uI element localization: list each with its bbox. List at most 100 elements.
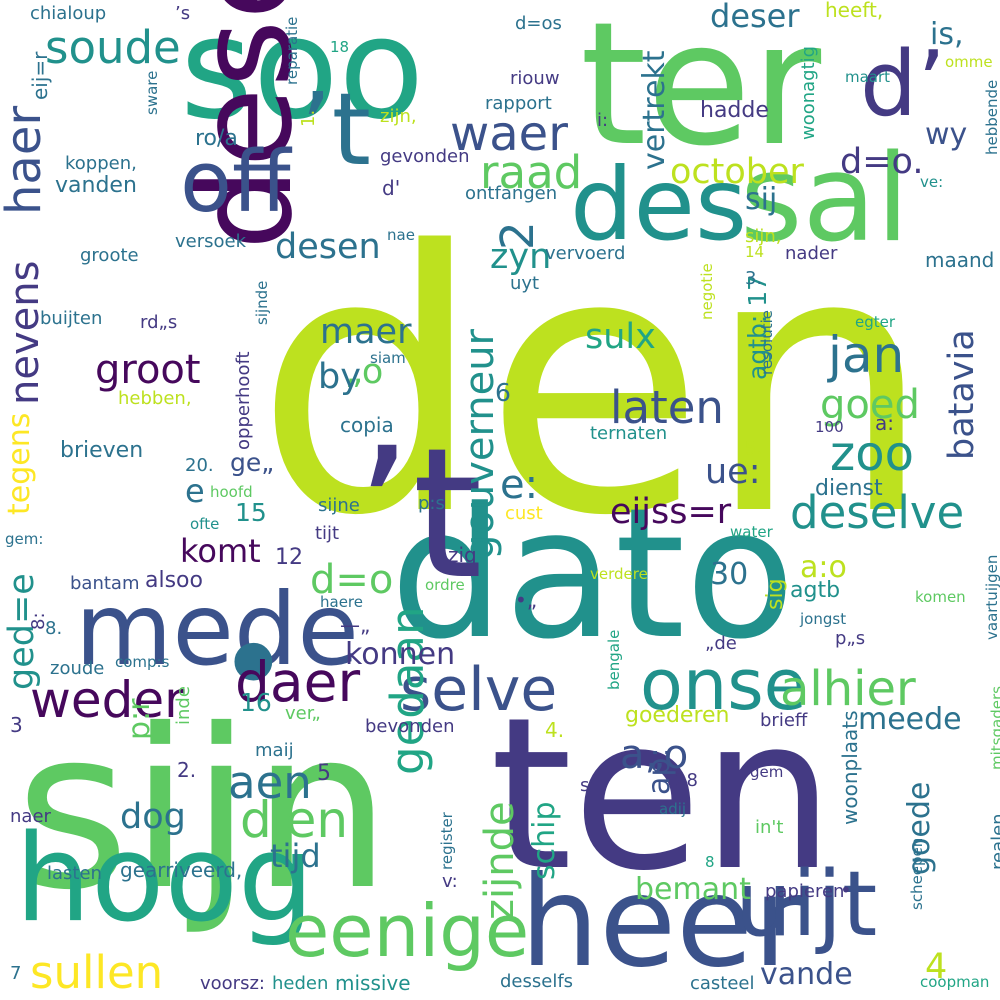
cloud-word: 100 [815,418,844,436]
cloud-word: hebben, [118,388,192,409]
cloud-word: buijten [40,308,103,329]
cloud-word: batavia [942,329,982,460]
cloud-word: groote [80,245,139,266]
cloud-word: alsoo [145,568,203,593]
cloud-word: verdere [590,565,648,583]
cloud-word: ofte [190,515,220,533]
cloud-word: d=os [515,13,562,34]
cloud-word: hadde [700,98,769,123]
cloud-word: maart [845,68,891,86]
cloud-word: zijn, [380,106,417,127]
cloud-word: ’t [300,71,371,188]
cloud-word: papieren [765,881,845,902]
cloud-word: aen [228,756,312,809]
cloud-word: weder [30,671,185,729]
cloud-word: ter [580,0,822,184]
cloud-word: ge„ [230,448,275,477]
cloud-word: 20. [185,455,214,476]
cloud-word: komen [915,588,966,606]
cloud-word: dog [120,797,186,837]
cloud-word: eenige [285,889,530,973]
cloud-word: in't [755,817,784,838]
cloud-word: wy [925,117,968,152]
cloud-word: bevonden [365,716,455,737]
cloud-word: •„ [515,588,538,612]
cloud-word: raad [480,146,583,199]
cloud-word: 2. [177,758,197,782]
cloud-word: gem [750,763,784,781]
cloud-word: des [570,146,748,263]
cloud-word: dienst [815,476,883,501]
cloud-word: a„o [620,732,689,778]
cloud-word: ontfangen [465,183,558,204]
cloud-word: lasten [47,863,102,884]
cloud-word: woonagtig [798,45,819,140]
cloud-word: woonplaats [838,710,862,825]
cloud-word: omme [945,53,993,71]
cloud-word: ’s [175,3,191,24]
cloud-word: koppen, [65,153,137,174]
cloud-word: dato [390,470,796,679]
cloud-word: p:s [418,493,445,514]
cloud-word: groot [95,347,201,393]
cloud-word: d=o. [840,142,924,182]
cloud-word: tijt [315,523,340,544]
cloud-word: scheepen [908,837,926,910]
cloud-word: alhier [780,661,916,717]
cloud-word: vanden [55,173,137,198]
cloud-word: jongst [800,610,847,628]
cloud-word: is, [930,17,964,52]
cloud-word: v: [442,871,458,892]
cloud-word: hoog [15,810,315,949]
cloud-word: 8. [45,618,63,639]
cloud-word: 1. [298,109,319,127]
cloud-word: maand [925,248,995,272]
cloud-word: ternaten [590,423,668,444]
cloud-word: 8 [705,853,715,871]
cloud-word: desselfs [500,971,574,992]
cloud-word: copia [340,413,394,437]
cloud-word: a:o [800,550,847,585]
cloud-word: brieff [760,710,808,731]
cloud-word: d’ [860,32,946,137]
cloud-word: hoofd [210,483,253,501]
cloud-word: zoo [830,426,914,482]
cloud-word: p„s [835,628,866,649]
cloud-word: uijt [735,852,878,957]
cloud-word: —„ [340,613,371,637]
cloud-word: gouverneur [457,329,503,560]
cloud-word: hebbende [983,79,1000,155]
cloud-word: nader [785,243,838,264]
cloud-word: reparatie [283,16,301,85]
cloud-word: sal [740,130,910,269]
cloud-word: onse [640,644,807,726]
cloud-word: vertrekt [637,50,672,170]
cloud-word: 7 [10,963,22,984]
cloud-word: d' [382,176,401,200]
cloud-word: maer [320,312,412,352]
cloud-word: i: [597,110,609,131]
cloud-word: brieven [60,438,144,463]
cloud-word: heeft, [825,0,884,22]
cloud-word: 3. [745,268,763,289]
cloud-word: • [840,878,852,902]
cloud-word: vervoerd [545,243,626,264]
cloud-word: jan [828,326,905,384]
cloud-word: komt [180,532,261,570]
cloud-word: desen [275,227,381,267]
cloud-word: 12 [275,545,303,570]
cloud-word: den [255,175,934,594]
cloud-word: coopman [920,973,990,991]
cloud-word: waer [450,106,568,162]
cloud-word: nae [387,226,415,244]
cloud-word: rd„s [140,312,178,333]
cloud-word: vaartuijgen [983,554,1000,640]
cloud-word: 16 [240,688,272,717]
cloud-word: sijn, [745,226,782,247]
cloud-word: daer [235,650,361,714]
cloud-word: 3 [10,713,23,737]
cloud-word: siam [370,349,406,367]
cloud-word: agtb [790,578,841,603]
cloud-word: sijne [318,495,360,516]
cloud-word: • [215,589,292,741]
